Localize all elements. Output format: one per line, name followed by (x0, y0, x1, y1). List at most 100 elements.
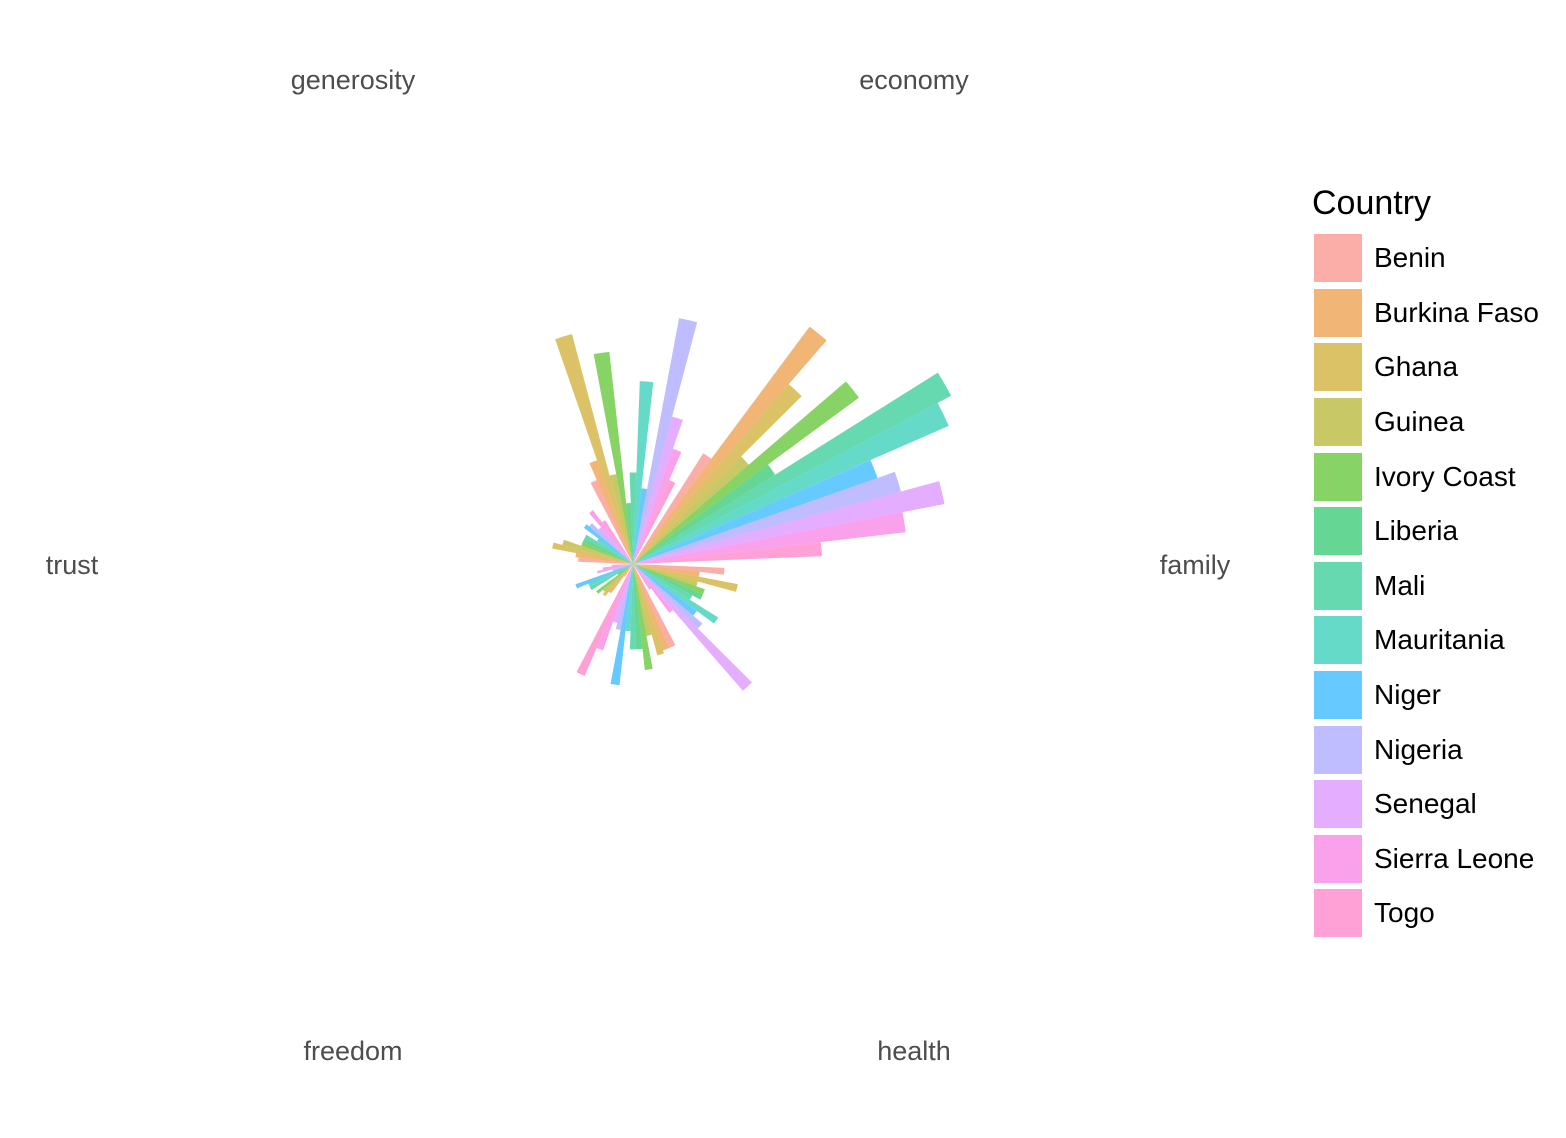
legend-key-niger (1314, 671, 1362, 720)
legend-label-ghana: Ghana (1374, 351, 1459, 383)
legend-key-mali (1314, 561, 1362, 610)
bar-generosity-nigeria (589, 523, 633, 564)
bar-economy-ghana (555, 334, 633, 564)
legend-key-burkina-faso (1314, 288, 1362, 337)
bar-trust-benin (623, 564, 633, 577)
bar-economy-mauritania (633, 381, 654, 564)
bar-health-benin (633, 564, 725, 575)
legend-items: Benin Burkina Faso Ghana Guinea Ivory Coast L… (1312, 231, 1539, 941)
bar-trust-mauritania (588, 564, 633, 587)
bar-trust-sierra-leone (602, 564, 633, 570)
legend-item-senegal: Senegal (1312, 777, 1539, 832)
legend-item-liberia: Liberia (1312, 504, 1539, 559)
legend-key-sierra-leone (1314, 834, 1362, 883)
bar-freedom-niger (610, 564, 633, 686)
bar-family-benin (633, 453, 712, 564)
legend-key-ghana (1314, 343, 1362, 392)
bar-family-togo (633, 542, 822, 564)
bar-freedom-ghana (633, 564, 664, 656)
bar-generosity-togo (602, 520, 633, 564)
legend-key-liberia (1314, 507, 1362, 556)
category-label-generosity: generosity (291, 65, 416, 95)
bar-generosity-burkina-faso (575, 553, 633, 564)
category-label-economy: economy (859, 65, 969, 95)
legend-item-ghana: Ghana (1312, 340, 1539, 395)
legend-item-sierra-leone: Sierra Leone (1312, 832, 1539, 887)
legend-label-guinea: Guinea (1374, 406, 1465, 438)
bar-trust-senegal (597, 564, 633, 574)
legend-title: Country (1312, 184, 1432, 222)
bar-health-sierra-leone (633, 564, 673, 613)
bar-health-mali (633, 564, 693, 600)
bar-health-niger (633, 564, 697, 616)
chart-bars (552, 318, 952, 691)
bar-freedom-liberia (633, 564, 643, 650)
bar-freedom-burkina-faso (633, 564, 670, 651)
bar-generosity-senegal (598, 527, 633, 564)
legend-label-benin: Benin (1374, 242, 1446, 274)
bar-family-ivory-coast (633, 381, 859, 564)
legend-label-sierra-leone: Sierra Leone (1374, 842, 1535, 874)
bar-trust-ivory-coast (596, 564, 633, 594)
category-label-family: family (1160, 550, 1231, 580)
bar-health-senegal (633, 564, 752, 691)
bar-freedom-nigeria (615, 564, 633, 630)
legend-item-niger: Niger (1312, 668, 1539, 723)
bar-freedom-benin (633, 564, 676, 648)
bar-economy-liberia (626, 503, 633, 564)
bar-family-burkina-faso (633, 326, 827, 564)
bar-trust-mali (589, 564, 633, 590)
legend-label-mauritania: Mauritania (1374, 624, 1505, 656)
bar-trust-liberia (617, 564, 633, 575)
legend: Country Benin Burkina Faso Ghana Guinea Ivor… (1312, 183, 1539, 941)
legend-key-senegal (1314, 780, 1362, 829)
bar-trust-guinea (602, 564, 633, 592)
bar-generosity-ghana (552, 542, 633, 564)
bar-health-ivory-coast (633, 564, 705, 595)
bar-generosity-guinea (562, 539, 633, 564)
legend-key-ivory-coast (1314, 452, 1362, 501)
bar-economy-nigeria (633, 318, 698, 564)
bar-economy-benin (590, 480, 633, 564)
bar-family-senegal (633, 481, 945, 564)
bar-freedom-senegal (613, 564, 633, 623)
bar-generosity-benin (578, 557, 633, 564)
bar-economy-niger (633, 488, 648, 564)
legend-label-burkina-faso: Burkina Faso (1374, 296, 1539, 328)
legend-item-ivory-coast: Ivory Coast (1312, 449, 1539, 504)
legend-item-burkina-faso: Burkina Faso (1312, 286, 1539, 341)
bar-family-sierra-leone (633, 512, 906, 564)
bar-economy-burkina-faso (589, 460, 633, 564)
legend-label-ivory-coast: Ivory Coast (1374, 460, 1516, 492)
bar-economy-togo (633, 480, 676, 564)
bar-freedom-ivory-coast (633, 564, 653, 671)
legend-key-mauritania (1314, 616, 1362, 665)
bar-economy-ivory-coast (593, 351, 633, 564)
legend-item-mauritania: Mauritania (1312, 613, 1539, 668)
category-label-health: health (877, 1036, 951, 1066)
bar-health-togo (633, 564, 652, 590)
legend-label-liberia: Liberia (1374, 515, 1459, 547)
legend-item-mali: Mali (1312, 559, 1539, 614)
bar-generosity-mali (584, 534, 633, 564)
legend-label-nigeria: Nigeria (1374, 733, 1463, 765)
bar-trust-ghana (602, 564, 633, 597)
bar-trust-niger (575, 564, 633, 589)
bar-health-nigeria (633, 564, 703, 629)
bar-family-mauritania (633, 402, 949, 564)
bar-health-ghana (633, 564, 738, 592)
bar-freedom-togo (576, 564, 633, 677)
bar-health-burkina-faso (633, 564, 700, 577)
bar-generosity-liberia (582, 538, 633, 564)
bar-generosity-ivory-coast (581, 541, 633, 564)
legend-key-benin (1314, 234, 1362, 283)
bar-generosity-mauritania (596, 538, 633, 564)
category-label-freedom: freedom (303, 1036, 402, 1066)
bar-generosity-sierra-leone (589, 510, 633, 564)
bar-health-mauritania (633, 564, 719, 624)
bar-freedom-mauritania (625, 564, 633, 632)
bar-family-liberia (633, 464, 776, 564)
bar-freedom-mali (629, 564, 637, 650)
legend-item-benin: Benin (1312, 231, 1539, 286)
